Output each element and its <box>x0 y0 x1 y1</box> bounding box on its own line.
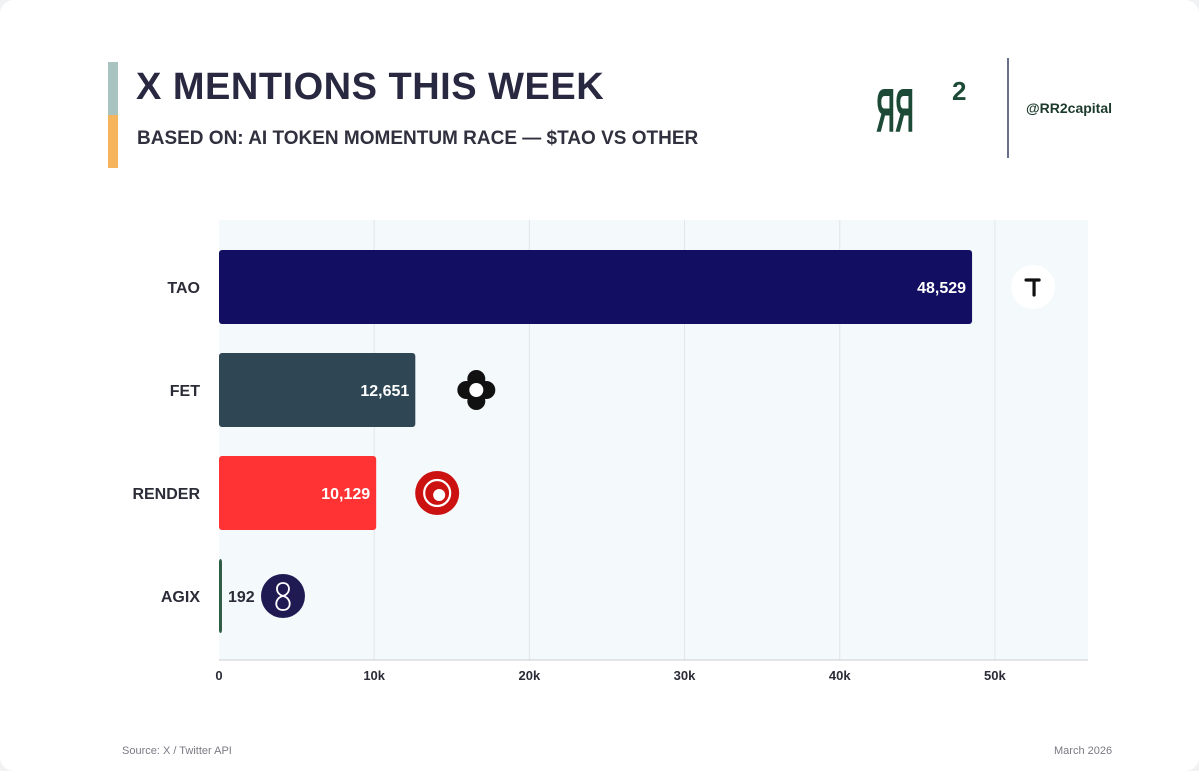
title-accent-bar-top <box>108 62 118 115</box>
fetch-ai-icon <box>457 370 496 410</box>
logo-divider <box>1007 58 1009 158</box>
bar-agix <box>219 559 222 633</box>
x-tick-label: 50k <box>984 668 1006 683</box>
value-label: 10,129 <box>321 486 370 503</box>
rr2-logo: RR 2 <box>876 76 966 138</box>
source-note: Source: X / Twitter API <box>122 745 232 757</box>
value-label: 12,651 <box>360 383 409 400</box>
value-label: 48,529 <box>917 280 966 297</box>
page-subtitle: BASED ON: AI TOKEN MOMENTUM RACE — $TAO … <box>137 128 699 149</box>
bittensor-tao-icon <box>1011 265 1056 309</box>
logo-sup: 2 <box>952 76 966 106</box>
category-label: AGIX <box>161 589 200 606</box>
bar-fet <box>219 353 416 427</box>
twitter-handle[interactable]: @RR2capital <box>1026 100 1113 116</box>
x-tick-label: 0 <box>215 668 222 683</box>
title-accent-bar-bottom <box>108 115 118 168</box>
bar-tao <box>219 250 973 324</box>
bar-render <box>219 456 377 530</box>
logo-text: RR <box>876 77 914 138</box>
singularitynet-icon <box>260 574 305 618</box>
x-tick-label: 20k <box>519 668 541 683</box>
value-label: 192 <box>228 589 255 606</box>
category-label: TAO <box>167 280 200 297</box>
category-label: RENDER <box>132 486 200 503</box>
date-note: March 2026 <box>1054 745 1113 757</box>
x-tick-label: 40k <box>829 668 851 683</box>
x-tick-label: 30k <box>674 668 696 683</box>
render-icon <box>415 471 460 515</box>
page-title: X MENTIONS THIS WEEK <box>136 66 605 108</box>
category-label: FET <box>170 383 200 400</box>
x-tick-label: 10k <box>363 668 385 683</box>
